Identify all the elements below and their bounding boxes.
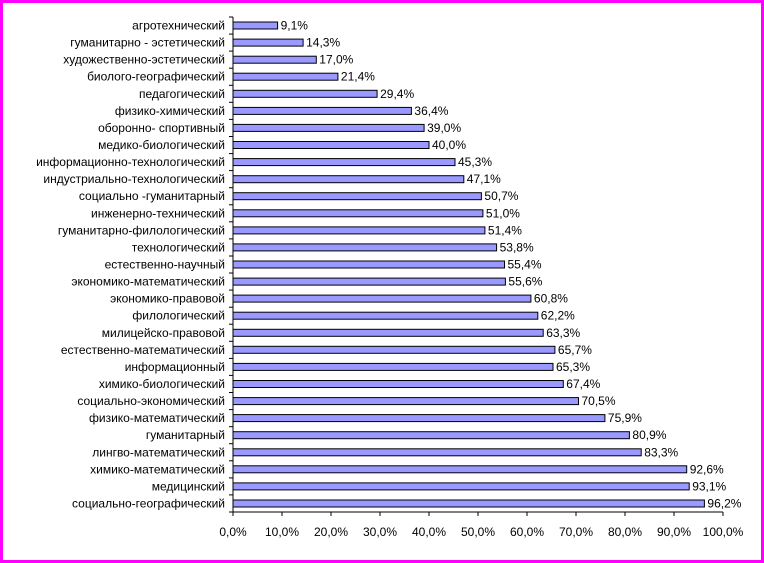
category-label: оборонно- спортивный	[98, 121, 225, 135]
bar	[232, 123, 425, 132]
x-tick-label: 80,0%	[608, 525, 642, 539]
data-label: 83,3%	[644, 445, 678, 459]
data-label: 60,8%	[534, 292, 568, 306]
data-label: 40,0%	[432, 138, 466, 152]
data-label: 29,4%	[380, 87, 414, 101]
category-label: химико-биологический	[99, 377, 225, 391]
category-label: технологический	[132, 240, 225, 254]
data-label: 51,0%	[486, 206, 520, 220]
x-tick-label: 20,0%	[314, 525, 348, 539]
x-tick-label: 100,0%	[703, 525, 744, 539]
data-label: 55,6%	[508, 275, 542, 289]
bar	[232, 106, 412, 115]
data-label: 65,3%	[556, 360, 590, 374]
x-tick-label: 90,0%	[657, 525, 691, 539]
category-label: социально-географический	[72, 497, 225, 511]
bar	[232, 328, 544, 337]
bar	[232, 277, 506, 286]
bar	[232, 260, 505, 269]
data-label: 92,6%	[690, 462, 724, 476]
data-label: 75,9%	[608, 411, 642, 425]
bar	[232, 226, 486, 235]
bar	[232, 141, 430, 149]
bar	[232, 465, 688, 474]
category-label: естественно-математический	[61, 343, 225, 357]
x-tick-label: 30,0%	[363, 525, 397, 539]
category-label: физико-химический	[115, 104, 225, 118]
bar	[232, 158, 456, 167]
category-label: гуманитарно-филологический	[58, 223, 225, 237]
data-label: 51,4%	[488, 223, 522, 237]
bar	[232, 209, 484, 218]
data-label: 36,4%	[414, 104, 448, 118]
x-tick-label: 40,0%	[412, 525, 446, 539]
bar	[232, 448, 642, 457]
x-tick-label: 50,0%	[461, 525, 495, 539]
x-tick-label: 10,0%	[265, 525, 299, 539]
bar	[232, 431, 630, 440]
category-label: физико-математический	[89, 411, 225, 425]
category-label: милицейско-правовой	[102, 326, 225, 340]
data-label: 9,1%	[281, 19, 309, 33]
bar	[232, 362, 554, 371]
data-label: 55,4%	[508, 258, 542, 272]
data-label: 50,7%	[484, 189, 518, 203]
category-label: инженерно-технический	[91, 206, 225, 220]
bar	[232, 414, 606, 423]
bar	[232, 397, 579, 406]
bar	[232, 345, 556, 354]
data-label: 53,8%	[500, 240, 534, 254]
category-label: медико-биологический	[98, 138, 225, 152]
data-label: 62,2%	[541, 309, 575, 323]
category-label: филологический	[132, 309, 225, 323]
category-label: биолого-географический	[87, 70, 225, 84]
data-label: 70,5%	[582, 394, 616, 408]
bar	[232, 175, 465, 184]
category-label: художественно-эстетический	[63, 53, 225, 67]
data-label: 63,3%	[546, 326, 580, 340]
bar	[232, 89, 378, 98]
category-label: естественно-научный	[105, 258, 225, 272]
data-label: 14,3%	[306, 36, 340, 50]
category-label: экономико-правовой	[110, 292, 225, 306]
data-label: 67,4%	[566, 377, 600, 391]
category-label: экономико-математический	[71, 275, 225, 289]
category-label: агротехнический	[132, 19, 225, 33]
bar	[232, 192, 482, 201]
category-label: индустриально-технологический	[43, 172, 225, 186]
bar	[232, 294, 532, 303]
category-label: социально -гуманитарный	[79, 189, 225, 203]
category-label: гуманитарный	[146, 428, 225, 442]
data-label: 47,1%	[467, 172, 501, 186]
data-label: 65,7%	[558, 343, 592, 357]
bar	[232, 311, 539, 320]
x-tick-label: 0,0%	[219, 525, 247, 539]
bar	[232, 55, 317, 64]
category-label: лингво-математический	[92, 445, 225, 459]
category-label: педагогический	[139, 87, 225, 101]
bar	[232, 243, 498, 252]
category-label: химико-математический	[90, 462, 225, 476]
data-label: 39,0%	[427, 121, 461, 135]
bar	[232, 21, 279, 30]
data-label: 93,1%	[692, 479, 726, 493]
x-tick-label: 70,0%	[559, 525, 593, 539]
data-label: 96,2%	[707, 497, 741, 511]
bar	[232, 499, 705, 508]
data-label: 17,0%	[319, 53, 353, 67]
category-label: социально-экономический	[77, 394, 225, 408]
data-label: 21,4%	[341, 70, 375, 84]
category-label: информационно-технологический	[36, 155, 225, 169]
category-label: медицинский	[152, 479, 225, 493]
bar	[232, 380, 564, 388]
data-label: 45,3%	[458, 155, 492, 169]
bar	[232, 38, 304, 47]
category-label: гуманитарно - эстетический	[70, 36, 225, 50]
bar	[232, 72, 339, 81]
category-label: информационный	[125, 360, 225, 374]
data-label: 80,9%	[632, 428, 666, 442]
x-tick-label: 60,0%	[510, 525, 544, 539]
bar	[232, 482, 690, 491]
